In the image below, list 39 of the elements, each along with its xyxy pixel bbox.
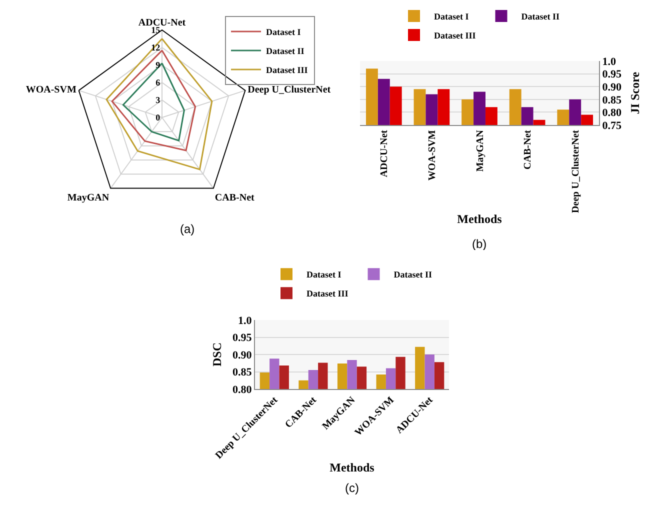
y-tick-label: 1.0 (238, 314, 252, 327)
legend-label: Dataset III (434, 30, 476, 40)
y-tick-label: 0.80 (602, 107, 622, 120)
y-tick-label: 0.85 (232, 366, 252, 379)
legend-label: Dataset I (266, 27, 302, 38)
x-axis-title: Methods (457, 212, 502, 226)
y-tick-label: 0.95 (232, 332, 252, 344)
y-tick-label: 0.90 (602, 81, 622, 94)
x-axis-title: Methods (330, 460, 375, 474)
x-tick-label: WOA-SVM (426, 129, 438, 181)
x-tick-label: ADCU-Net (379, 129, 390, 178)
y-tick-label: 1.0 (602, 56, 616, 68)
legend-label: Dataset II (266, 46, 305, 56)
legend-label: Dataset II (394, 270, 432, 280)
text: (a) (180, 222, 195, 236)
y-tick-label: 0 (156, 112, 161, 122)
x-tick-label: Deep U_ClusterNet (570, 129, 582, 214)
spoke-label: WOA-SVM (26, 84, 77, 96)
x-tick-label: CAB-Net (522, 129, 534, 170)
y-axis-title: JI Score (628, 71, 642, 114)
legend-label: Dataset III (266, 65, 308, 76)
y-tick-label: 0.90 (232, 349, 252, 362)
y-tick-label: 0.80 (232, 384, 252, 396)
y-axis-title: DSC (210, 342, 224, 367)
y-tick-label: 0.95 (602, 68, 622, 81)
spoke-label: MayGAN (67, 192, 110, 204)
legend-label: Dataset II (521, 11, 560, 22)
legend-label: Dataset I (434, 11, 470, 22)
spoke-label: CAB-Net (214, 192, 256, 204)
legend-label: Dataset I (306, 270, 342, 280)
y-tick-label: 0.75 (602, 120, 622, 132)
x-tick-label: MayGAN (474, 129, 486, 172)
y-tick-label: 9 (156, 60, 161, 70)
y-tick-label: 3 (156, 94, 161, 105)
legend-label: Dataset III (306, 288, 349, 299)
text: (c) (345, 481, 359, 495)
spoke-label: Deep U_ClusterNet (248, 84, 332, 96)
y-tick-label: 6 (156, 77, 161, 88)
y-tick-label: 0.85 (602, 94, 622, 106)
